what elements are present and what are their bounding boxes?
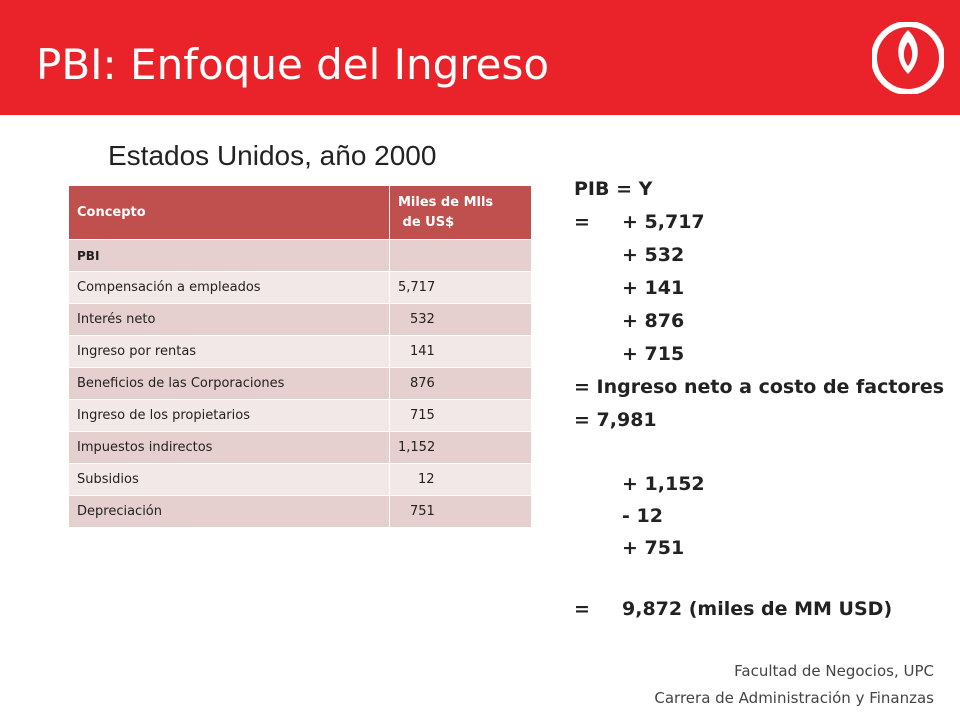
column-header-valor: Miles de Mlls de US$ — [389, 185, 532, 240]
table-caption: Estados Unidos, año 2000 — [108, 140, 437, 171]
equation-line: = 9,872 (miles de MM USD) — [574, 598, 893, 620]
table-row: PBI — [68, 239, 532, 272]
equation-line: PIB = Y — [574, 178, 653, 200]
equation-line: + 141 — [622, 277, 685, 299]
table-row: Depreciación 751 — [68, 495, 532, 528]
equation-line: = Ingreso neto a costo de factores — [574, 376, 945, 398]
slide-title: PBI: Enfoque del Ingreso — [36, 40, 550, 89]
equation-line: + 751 — [622, 537, 685, 559]
table-row: Beneficios de las Corporaciones 876 — [68, 367, 532, 400]
table-row: Interés neto 532 — [68, 303, 532, 336]
equation-line: = 7,981 — [574, 409, 657, 431]
equation-line: + 532 — [622, 244, 685, 266]
table-row: Compensación a empleados 5,717 — [68, 271, 532, 304]
footer-faculty: Facultad de Negocios, UPC — [734, 662, 934, 680]
equation-line: + 876 — [622, 310, 685, 332]
equation-line: - 12 — [622, 505, 663, 527]
equation-line: + 715 — [622, 343, 685, 365]
table-row: Subsidios 12 — [68, 463, 532, 496]
equation-line: = + 5,717 — [574, 211, 705, 233]
upc-logo-icon — [872, 22, 944, 94]
income-table: Concepto Miles de Mlls de US$ PBI Compen… — [68, 185, 532, 528]
footer-career: Carrera de Administración y Finanzas — [654, 689, 934, 707]
column-header-concepto: Concepto — [68, 185, 390, 240]
table-row: Ingreso por rentas 141 — [68, 335, 532, 368]
table-row: Impuestos indirectos 1,152 — [68, 431, 532, 464]
table-row: Ingreso de los propietarios 715 — [68, 399, 532, 432]
header-bar: PBI: Enfoque del Ingreso — [0, 0, 960, 115]
equation-line: + 1,152 — [622, 473, 705, 495]
